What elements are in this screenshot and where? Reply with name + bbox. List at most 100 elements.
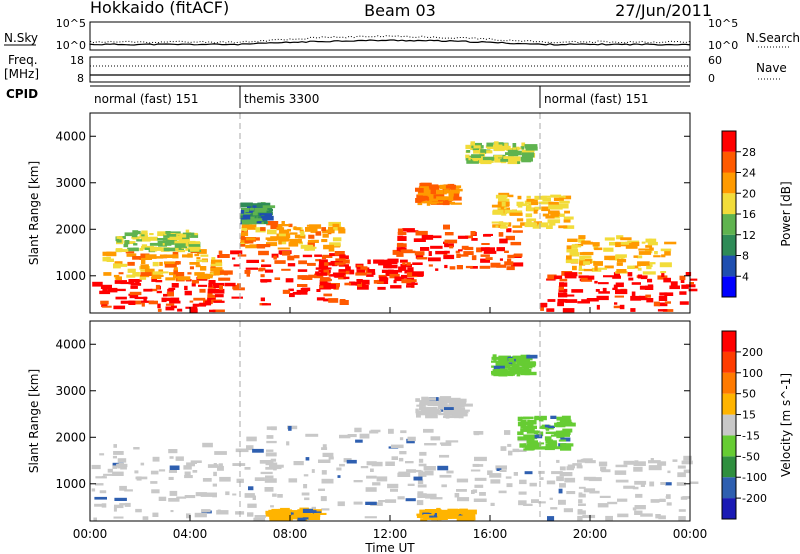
- echo-cell: [480, 258, 490, 263]
- echo-cell: [297, 284, 308, 287]
- echo-cell: [557, 302, 564, 307]
- echo-cell: [558, 285, 564, 291]
- echo-cell: [305, 457, 310, 461]
- echo-cell: [436, 516, 448, 520]
- echo-cell: [405, 498, 416, 502]
- echo-cell: [328, 247, 335, 252]
- echo-cell: [444, 250, 450, 254]
- freq-tick-top: 18: [70, 54, 84, 67]
- echo-cell: [485, 247, 495, 252]
- echo-cell: [678, 516, 686, 521]
- echo-cell: [507, 366, 516, 371]
- echo-cell: [644, 285, 654, 290]
- echo-cell: [566, 248, 579, 253]
- echo-cell: [93, 517, 97, 521]
- echo-cell: [246, 436, 257, 442]
- echo-cell: [338, 228, 346, 234]
- echo-cell: [252, 448, 264, 453]
- echo-cell: [431, 511, 435, 515]
- echo-cell: [534, 434, 543, 439]
- echo-cell: [277, 224, 283, 229]
- echo-cell: [520, 419, 527, 423]
- nave-tick-top: 60: [708, 54, 722, 67]
- echo-cell: [427, 397, 436, 401]
- echo-cell: [418, 470, 424, 474]
- echo-cell: [278, 232, 286, 237]
- echo-cell: [516, 362, 522, 366]
- echo-cell: [256, 244, 266, 249]
- echo-cell: [540, 306, 544, 311]
- colorbar-swatch: [722, 193, 736, 215]
- colorbar-swatch: [722, 393, 736, 415]
- echo-cell: [168, 476, 174, 480]
- echo-cell: [628, 277, 634, 281]
- echo-cell: [444, 264, 448, 269]
- echo-cell: [312, 510, 317, 513]
- echo-cell: [418, 463, 427, 467]
- echo-cell: [417, 493, 427, 498]
- echo-cell: [644, 248, 653, 254]
- echo-cell: [474, 456, 487, 462]
- echo-cell: [594, 247, 603, 251]
- echo-cell: [213, 300, 225, 303]
- echo-cell: [521, 142, 526, 147]
- echo-cell: [564, 294, 575, 297]
- colorbar-swatch: [722, 477, 736, 499]
- echo-cell: [120, 263, 128, 267]
- echo-cell: [456, 254, 469, 257]
- colorbar-label: Velocity [m s^-1]: [779, 373, 793, 477]
- echo-cell: [425, 407, 431, 412]
- echo-cell: [500, 446, 507, 451]
- echo-cell: [184, 475, 193, 479]
- echo-cell: [261, 303, 271, 306]
- echo-cell: [450, 184, 456, 188]
- echo-cell: [392, 249, 404, 255]
- echo-cell: [174, 243, 186, 248]
- echo-cell: [219, 285, 223, 290]
- echo-cell: [175, 456, 184, 461]
- echo-cell: [529, 482, 537, 487]
- echo-cell: [307, 242, 315, 247]
- echo-cell: [548, 201, 559, 205]
- echo-cell: [550, 212, 559, 217]
- echo-cell: [468, 156, 473, 161]
- echo-cell: [373, 259, 385, 264]
- echo-cell: [316, 272, 328, 276]
- echo-cell: [243, 227, 248, 232]
- echo-cell: [523, 361, 536, 364]
- echo-cell: [323, 298, 329, 302]
- echo-cell: [319, 279, 328, 285]
- echo-cell: [457, 411, 469, 414]
- echo-cell: [564, 421, 573, 424]
- echo-cell: [177, 308, 183, 312]
- echo-cell: [505, 371, 517, 374]
- echo-cell: [169, 235, 183, 240]
- echo-cell: [213, 471, 217, 477]
- echo-cell: [548, 204, 560, 210]
- echo-cell: [685, 284, 696, 288]
- echo-cell: [194, 272, 205, 276]
- echo-cell: [436, 517, 442, 521]
- echo-cell: [207, 288, 213, 292]
- echo-cell: [240, 234, 245, 239]
- echo-cell: [305, 227, 318, 232]
- echo-cell: [319, 259, 328, 265]
- echo-cell: [596, 304, 600, 310]
- echo-cell: [297, 269, 308, 272]
- echo-cell: [288, 478, 298, 483]
- echo-cell: [334, 262, 344, 266]
- echo-cell: [475, 464, 484, 467]
- velocity-panel: 1000 2000 3000 4000 Slant Range [km]: [27, 320, 699, 522]
- echo-cell: [437, 404, 449, 410]
- echo-cell: [367, 269, 376, 273]
- echo-cell: [401, 274, 408, 279]
- echo-cell: [419, 400, 430, 405]
- colorbar-tick-label: 200: [742, 346, 763, 359]
- echo-cell: [507, 258, 512, 263]
- echo-cell: [517, 421, 527, 427]
- echo-cell: [583, 268, 593, 272]
- echo-cell: [244, 227, 256, 230]
- echo-cell: [311, 506, 316, 510]
- echo-cell: [581, 299, 588, 303]
- x-tick-label: 16:00: [473, 527, 508, 541]
